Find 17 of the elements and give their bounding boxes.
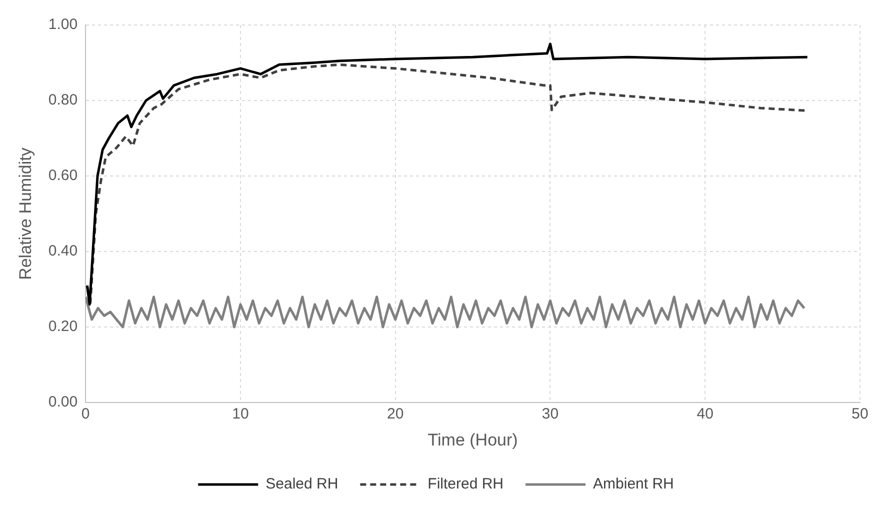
y-tick-label: 0.40 (48, 242, 78, 260)
x-tick-label: 50 (852, 406, 868, 423)
legend-label: Filtered RH (428, 476, 504, 493)
y-axis-title: Relative Humidity (16, 147, 35, 280)
y-tick-label: 0.80 (48, 92, 78, 109)
y-tick-label: 0.60 (48, 167, 78, 184)
y-tick-label: 0.00 (48, 394, 78, 411)
x-tick-label: 20 (387, 406, 404, 423)
x-tick-label: 40 (696, 406, 714, 423)
x-tick-label: 30 (542, 406, 559, 423)
y-tick-label: 0.20 (48, 318, 78, 336)
y-tick-label: 1.00 (48, 16, 78, 34)
x-tick-label: 10 (232, 406, 249, 423)
legend-label: Ambient RH (593, 476, 674, 493)
x-axis-title: Time (Hour) (428, 430, 518, 450)
legend-label: Sealed RH (266, 476, 338, 493)
x-tick-label: 0 (81, 406, 90, 423)
